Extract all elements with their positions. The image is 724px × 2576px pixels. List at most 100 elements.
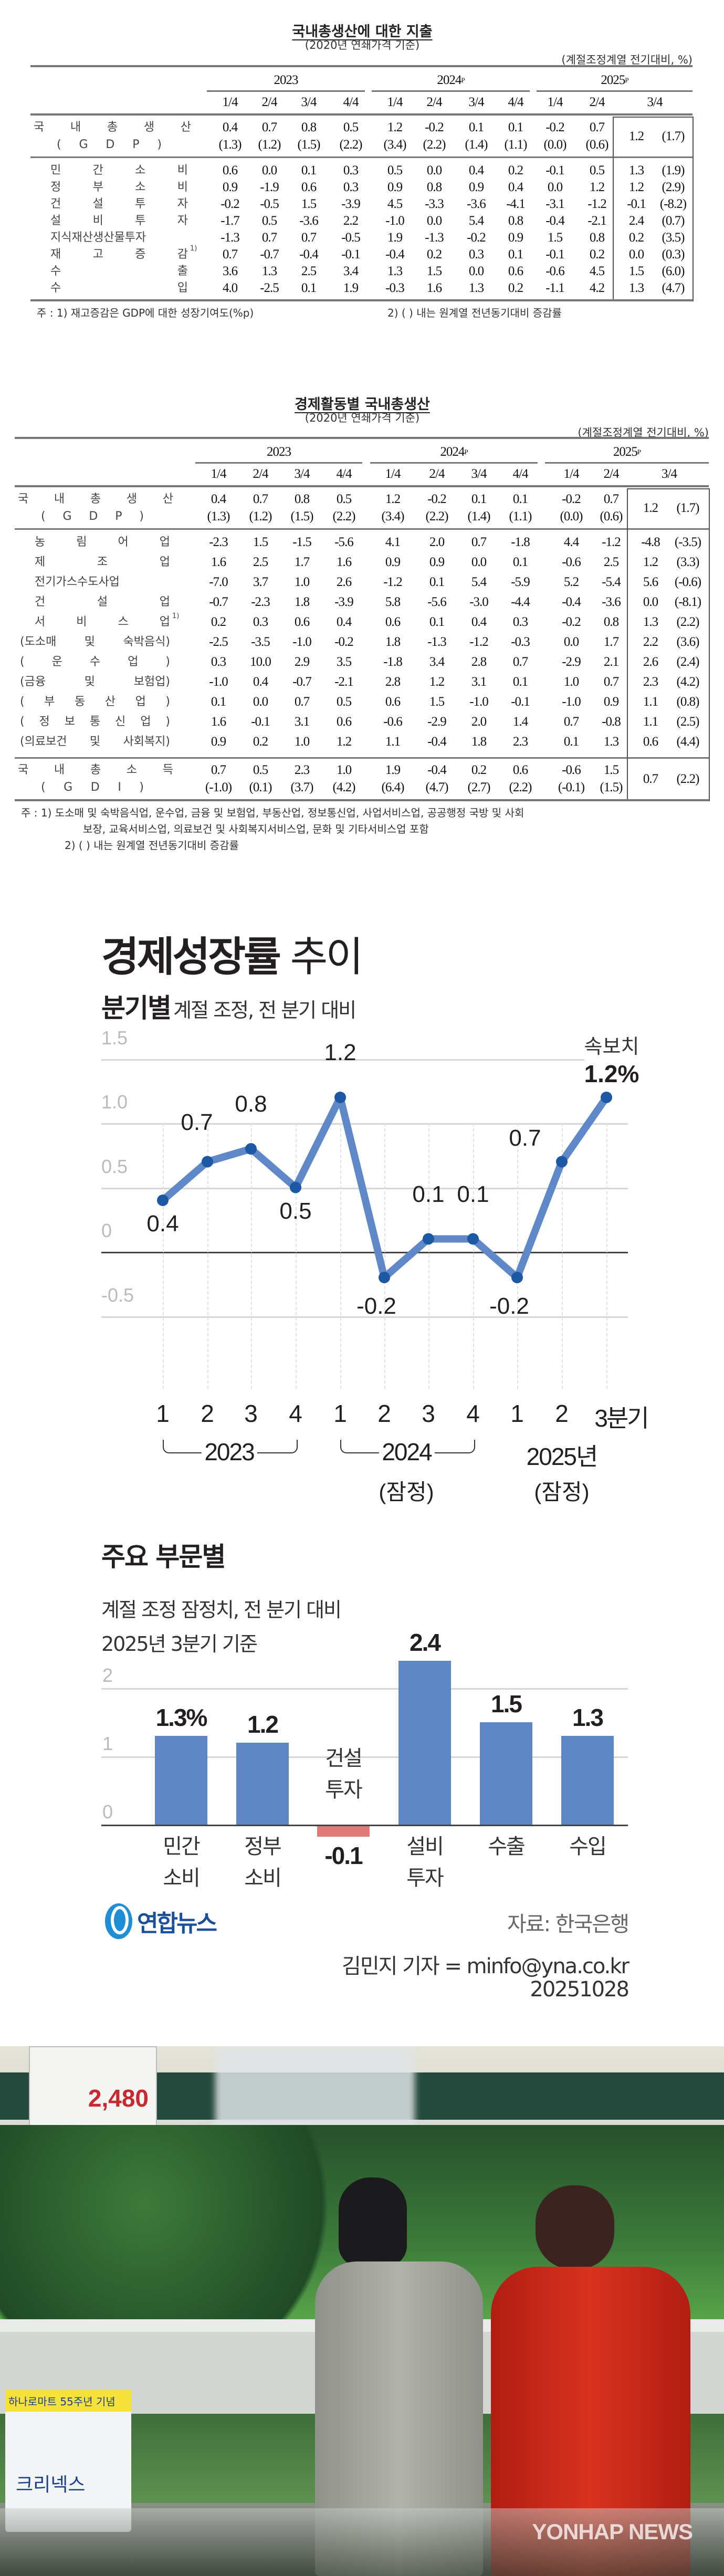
- row-value: -2.1: [587, 214, 607, 228]
- row-value: 2.9: [294, 655, 310, 669]
- row-q3-value: 1.3: [628, 163, 644, 177]
- data-point: [334, 1092, 346, 1103]
- x-tick-label: 3분기: [594, 1405, 649, 1432]
- quarter-header: 1/4: [222, 95, 238, 109]
- x-guide: [517, 1123, 518, 1389]
- bar-value-label: 1.3: [572, 1704, 604, 1731]
- row-value: 4.4: [563, 535, 579, 549]
- table-title: 경제활동별 국내총생산: [295, 396, 430, 413]
- year-rule: [195, 462, 362, 464]
- row-value: 4.5: [589, 264, 605, 278]
- row-value: 0.4: [336, 615, 352, 629]
- publish-date: 20251028: [530, 1977, 629, 2002]
- gdp-row-value: 0.8: [294, 492, 310, 506]
- row-label: 재 고 증 감: [50, 248, 188, 261]
- row-value: -5.6: [427, 595, 447, 609]
- row-value: 2.8: [471, 655, 487, 669]
- row-value: -0.1: [545, 247, 565, 261]
- gdp-row-yoy-value: (2.2): [332, 509, 356, 523]
- quarter-header: 3/4: [662, 467, 677, 481]
- row-value: 0.7: [563, 715, 579, 729]
- row-value: -2.5: [209, 635, 228, 649]
- row-value: 0.4: [468, 163, 484, 177]
- row-value: 1.3: [468, 281, 484, 295]
- row-value: 1.0: [563, 675, 579, 689]
- row-label: 수 출: [50, 265, 188, 278]
- y-tick-label: 1.5: [101, 1027, 128, 1049]
- gdp-row-q3-yoy: (1.7): [662, 129, 685, 143]
- gdi-row-yoy-value: (-1.0): [205, 780, 232, 794]
- bar: [155, 1736, 207, 1825]
- row-value: 0.8: [426, 180, 442, 194]
- row-label: 전기가스수도사업: [35, 575, 120, 589]
- row-value: 3.7: [253, 575, 268, 589]
- gdi-row-q3-yoy: (2.2): [676, 772, 700, 786]
- year-rule: [545, 462, 709, 464]
- row-value: 2.1: [603, 655, 619, 669]
- row-value: -1.3: [427, 635, 447, 649]
- row-value: -4.1: [506, 197, 526, 211]
- row-value: 1.2: [429, 675, 445, 689]
- x-tick-label: 4: [289, 1400, 302, 1427]
- row-value: -0.3: [511, 635, 530, 649]
- row-value: -1.3: [221, 231, 240, 245]
- row-value: 2.5: [301, 264, 317, 278]
- row-value: 1.0: [294, 575, 310, 589]
- row-value: -5.4: [602, 575, 621, 589]
- row-label: (금융 및 보험업): [20, 675, 170, 688]
- row-value: 4.5: [387, 197, 403, 211]
- row-label: ( 정 보 통 신 업 ): [20, 715, 170, 728]
- row-value: -0.7: [209, 595, 228, 609]
- year-rule: [370, 462, 538, 464]
- gdi-row-q3-value: 0.7: [643, 772, 658, 786]
- bar-value-label: 1.2: [247, 1711, 279, 1738]
- row-value: 0.9: [603, 695, 619, 709]
- row-value: 5.2: [563, 575, 579, 589]
- row-value: -3.3: [425, 197, 444, 211]
- preliminary-mark: P: [464, 448, 468, 456]
- y-tick-label: 0: [101, 1220, 112, 1241]
- gdp-row-label: 국 내 총 생 산: [18, 493, 173, 506]
- row-value: 3.4: [429, 655, 445, 669]
- row-value: -3.6: [467, 197, 486, 211]
- row-value: -0.1: [545, 163, 565, 177]
- y-tick-label: 0: [102, 1801, 113, 1823]
- gdp-row-label-abbr: ( G D P ): [57, 138, 162, 151]
- row-q3-yoy: (0.7): [662, 214, 685, 228]
- row-value: 1.5: [426, 264, 442, 278]
- point-value-label: 0.1: [457, 1181, 489, 1207]
- row-value: -4.4: [511, 595, 530, 609]
- table-title: 국내총생산에 대한 지출: [292, 24, 433, 40]
- flash-estimate-value: 1.2%: [584, 1060, 639, 1087]
- row-value: -0.6: [545, 264, 565, 278]
- row-value: 1.7: [294, 555, 310, 569]
- row-value: -0.5: [341, 231, 361, 245]
- gridline: [101, 1059, 584, 1061]
- row-value: 0.0: [563, 635, 579, 649]
- point-value-label: 0.4: [146, 1211, 179, 1237]
- row-value: 0.1: [563, 735, 579, 749]
- row-value: 0.1: [429, 575, 445, 589]
- gdi-row-yoy-value: (2.2): [509, 780, 532, 794]
- table-footnote: 주 : 1) 재고증감은 GDP에 대한 성장기여도(%p): [37, 307, 254, 319]
- row-q3-yoy: (4.4): [676, 735, 700, 749]
- row-value: 0.5: [387, 163, 403, 177]
- gdp-row-yoy-value: (1.5): [297, 138, 321, 152]
- data-point: [601, 1092, 612, 1103]
- row-value: 0.4: [508, 180, 523, 194]
- row-value: 3.5: [336, 655, 352, 669]
- row-value: 0.6: [385, 695, 401, 709]
- row-value: -0.4: [299, 247, 319, 261]
- gridline: [101, 1756, 628, 1758]
- row-value: 0.2: [508, 163, 523, 177]
- gdp-row-label: 국 내 총 생 산: [34, 121, 191, 134]
- row-value: -1.2: [587, 197, 607, 211]
- quarter-header: 2/4: [429, 467, 445, 481]
- quarter-header: 1/4: [385, 467, 401, 481]
- quarter-header: 2/4: [603, 467, 620, 481]
- gdp-row-yoy-value: (1.5): [290, 509, 314, 523]
- row-value: 0.6: [508, 264, 523, 278]
- x-tick-label: 1: [510, 1400, 524, 1427]
- row-value: 1.6: [211, 555, 226, 569]
- row-value: 4.2: [589, 281, 605, 295]
